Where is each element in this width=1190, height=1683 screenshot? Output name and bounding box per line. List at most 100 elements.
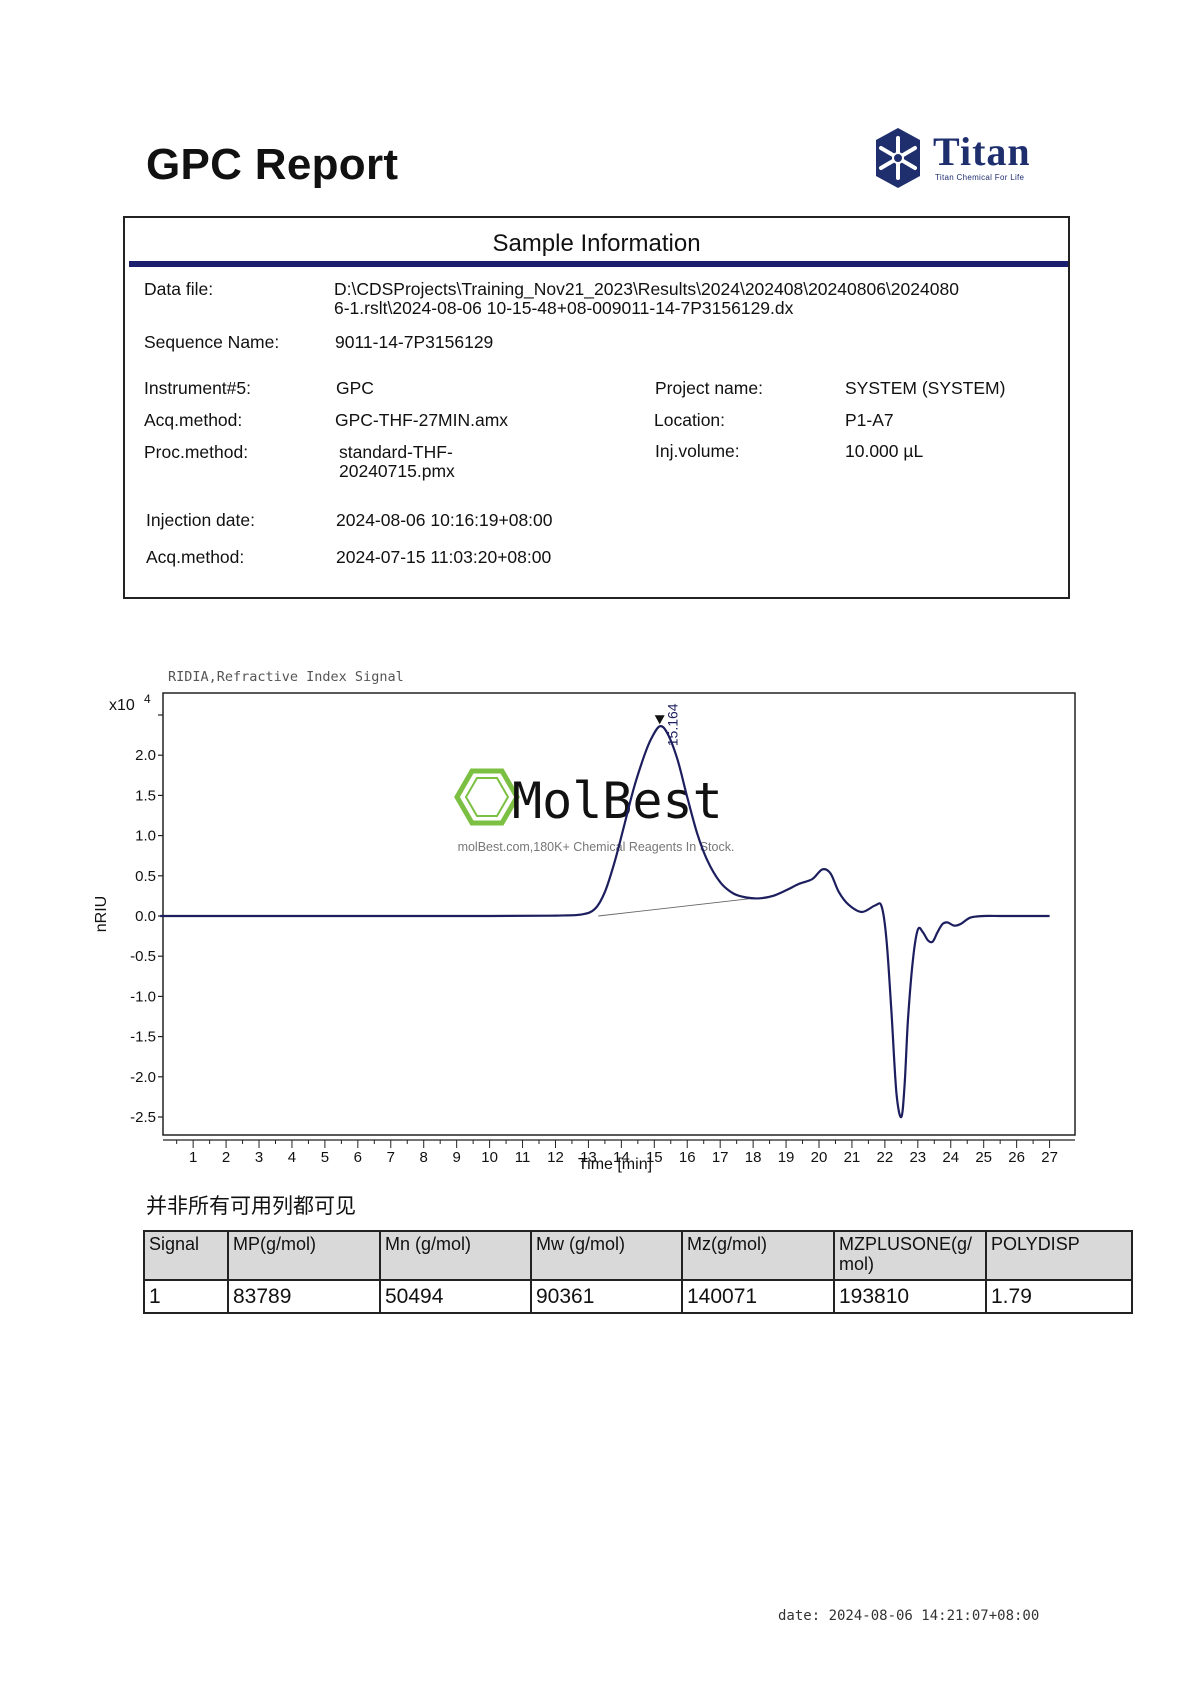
acq-method-date-label: Acq.method: (146, 547, 245, 567)
y-multiplier-label: x10 (109, 697, 135, 714)
report-date: date: 2024-08-06 14:21:07+08:00 (778, 1608, 1040, 1624)
x-tick-label: 6 (354, 1149, 362, 1166)
y-tick-label: -2.0 (130, 1069, 156, 1086)
x-tick-label: 2 (222, 1149, 230, 1166)
x-tick-label: 26 (1008, 1149, 1025, 1166)
y-axis: 2.0 1.5 1.0 0.5 0.0 -0.5 -1.0 -1.5 -2.0 -2.5 (130, 714, 163, 1126)
x-tick-label: 10 (481, 1149, 498, 1166)
x-tick-label: 22 (877, 1149, 894, 1166)
x-tick-label: 17 (712, 1149, 729, 1166)
x-axis-label: Time [min] (578, 1156, 652, 1173)
project-name-value: SYSTEM (SYSTEM) (845, 378, 1006, 398)
logo-tagline: Titan Chemical For Life (935, 173, 1025, 182)
x-tick-label: 14 (613, 1149, 630, 1166)
proc-method-label: Proc.method: (144, 442, 249, 462)
heading-divider (129, 261, 1068, 267)
gpc-chromatogram-chart: RIDIA,Refractive Index Signal x10 4 nRIU… (93, 669, 1076, 1173)
y-tick-label: 0.0 (135, 908, 156, 925)
proc-method-value-line1: standard-THF- (339, 442, 453, 462)
peak-layer: 15.164 (654, 703, 681, 746)
injection-date-value: 2024-08-06 10:16:19+08:00 (336, 510, 553, 530)
x-tick-label: 16 (679, 1149, 696, 1166)
cell-polydisp: 1.79 (985, 1279, 1133, 1314)
x-tick-label: 23 (909, 1149, 926, 1166)
x-tick-label: 9 (452, 1149, 460, 1166)
sequence-name-value: 9011-14-7P3156129 (335, 332, 494, 352)
cell-mp: 83789 (227, 1279, 381, 1314)
results-table: Signal MP(g/mol) Mn (g/mol) Mw (g/mol) M… (143, 1230, 1133, 1314)
injection-date-label: Injection date: (146, 510, 255, 530)
y-tick-label: -2.5 (130, 1109, 156, 1126)
x-tick-label: 27 (1041, 1149, 1058, 1166)
x-tick-label: 21 (844, 1149, 861, 1166)
x-tick-label: 1 (189, 1149, 197, 1166)
plot-area (162, 692, 1076, 1136)
molbest-watermark: MolBest molBest.com,180K+ Chemical Reage… (454, 768, 735, 854)
x-tick-label: 11 (515, 1149, 531, 1166)
x-tick-label: 5 (321, 1149, 329, 1166)
y-tick-label: 1.0 (135, 828, 156, 845)
watermark-brand: MolBest (512, 772, 723, 830)
y-tick-label: 0.5 (135, 868, 156, 885)
header-mn: Mn (g/mol) (379, 1230, 532, 1281)
y-tick-label: -1.0 (130, 988, 156, 1005)
data-file-value-line2: 6-1.rslt\2024-08-06 10-15-48+08-009011-1… (334, 298, 794, 318)
x-axis: 1 2 3 4 5 6 7 8 9 10 11 12 13 14 15 16 17 18 19 20 21 22 23 24 2… (163, 1139, 1075, 1166)
y-tick-label: -0.5 (130, 948, 156, 965)
x-tick-label: 19 (778, 1149, 795, 1166)
cell-signal: 1 (143, 1279, 229, 1314)
titan-emblem-icon (876, 128, 920, 188)
y-tick-label: -1.5 (130, 1029, 156, 1046)
header-mp: MP(g/mol) (227, 1230, 381, 1281)
x-tick-label: 24 (942, 1149, 959, 1166)
sample-information-panel: Sample Information Data file: D:\CDSProj… (123, 216, 1070, 599)
x-tick-label: 15 (646, 1149, 663, 1166)
y-multiplier-exponent: 4 (144, 692, 151, 706)
y-tick-label: 1.5 (135, 787, 156, 804)
data-file-value-line1: D:\CDSProjects\Training_Nov21_2023\Resul… (334, 279, 959, 299)
data-file-label: Data file: (144, 279, 214, 299)
cell-mzplusone: 193810 (833, 1279, 987, 1314)
titan-logo: Titan Titan Chemical For Life (873, 126, 1043, 192)
acq-method-label: Acq.method: (144, 410, 243, 430)
location-label: Location: (654, 410, 726, 430)
instrument-value: GPC (336, 378, 374, 398)
cell-mw: 90361 (530, 1279, 683, 1314)
watermark-tagline: molBest.com,180K+ Chemical Reagents In S… (458, 840, 735, 854)
y-tick-label: 2.0 (135, 747, 156, 764)
y-axis-label: nRIU (93, 896, 110, 932)
sequence-name-label: Sequence Name: (144, 332, 280, 352)
acq-method-value: GPC-THF-27MIN.amx (335, 410, 509, 430)
header-mzplusone: MZPLUSONE(g/ mol) (833, 1230, 987, 1281)
x-tick-label: 13 (580, 1149, 597, 1166)
header-signal: Signal (143, 1230, 229, 1281)
x-tick-label: 12 (547, 1149, 564, 1166)
molbest-hexagon-icon (454, 768, 520, 826)
inj-volume-value: 10.000 µL (845, 441, 924, 461)
peak-label: 15.164 (665, 703, 681, 746)
x-tick-label: 4 (288, 1149, 296, 1166)
header-mz: Mz(g/mol) (681, 1230, 835, 1281)
x-tick-label: 25 (975, 1149, 992, 1166)
table-row: 1 83789 50494 90361 140071 193810 1.79 (143, 1279, 1133, 1314)
proc-method-value-line2: 20240715.pmx (339, 461, 455, 481)
x-tick-label: 8 (420, 1149, 428, 1166)
cell-mn: 50494 (379, 1279, 532, 1314)
sample-info-heading: Sample Information (492, 230, 701, 257)
inj-volume-label: Inj.volume: (655, 441, 740, 461)
logo-name: Titan (933, 129, 1031, 174)
acq-method-date-value: 2024-07-15 11:03:20+08:00 (336, 547, 552, 567)
hidden-columns-note: 并非所有可用列都可见 (146, 1194, 356, 1218)
header-polydisp: POLYDISP (985, 1230, 1133, 1281)
instrument-label: Instrument#5: (144, 378, 251, 398)
series-layer (160, 725, 1050, 1119)
x-tick-label: 18 (745, 1149, 762, 1166)
location-value: P1-A7 (845, 410, 894, 430)
results-header-row: Signal MP(g/mol) Mn (g/mol) Mw (g/mol) M… (143, 1230, 1133, 1281)
peak-marker-icon (654, 715, 665, 725)
cell-mz: 140071 (681, 1279, 835, 1314)
x-tick-label: 20 (811, 1149, 828, 1166)
signal-trace (160, 725, 1050, 1119)
chart-title: RIDIA,Refractive Index Signal (168, 669, 404, 685)
x-tick-label: 3 (255, 1149, 263, 1166)
